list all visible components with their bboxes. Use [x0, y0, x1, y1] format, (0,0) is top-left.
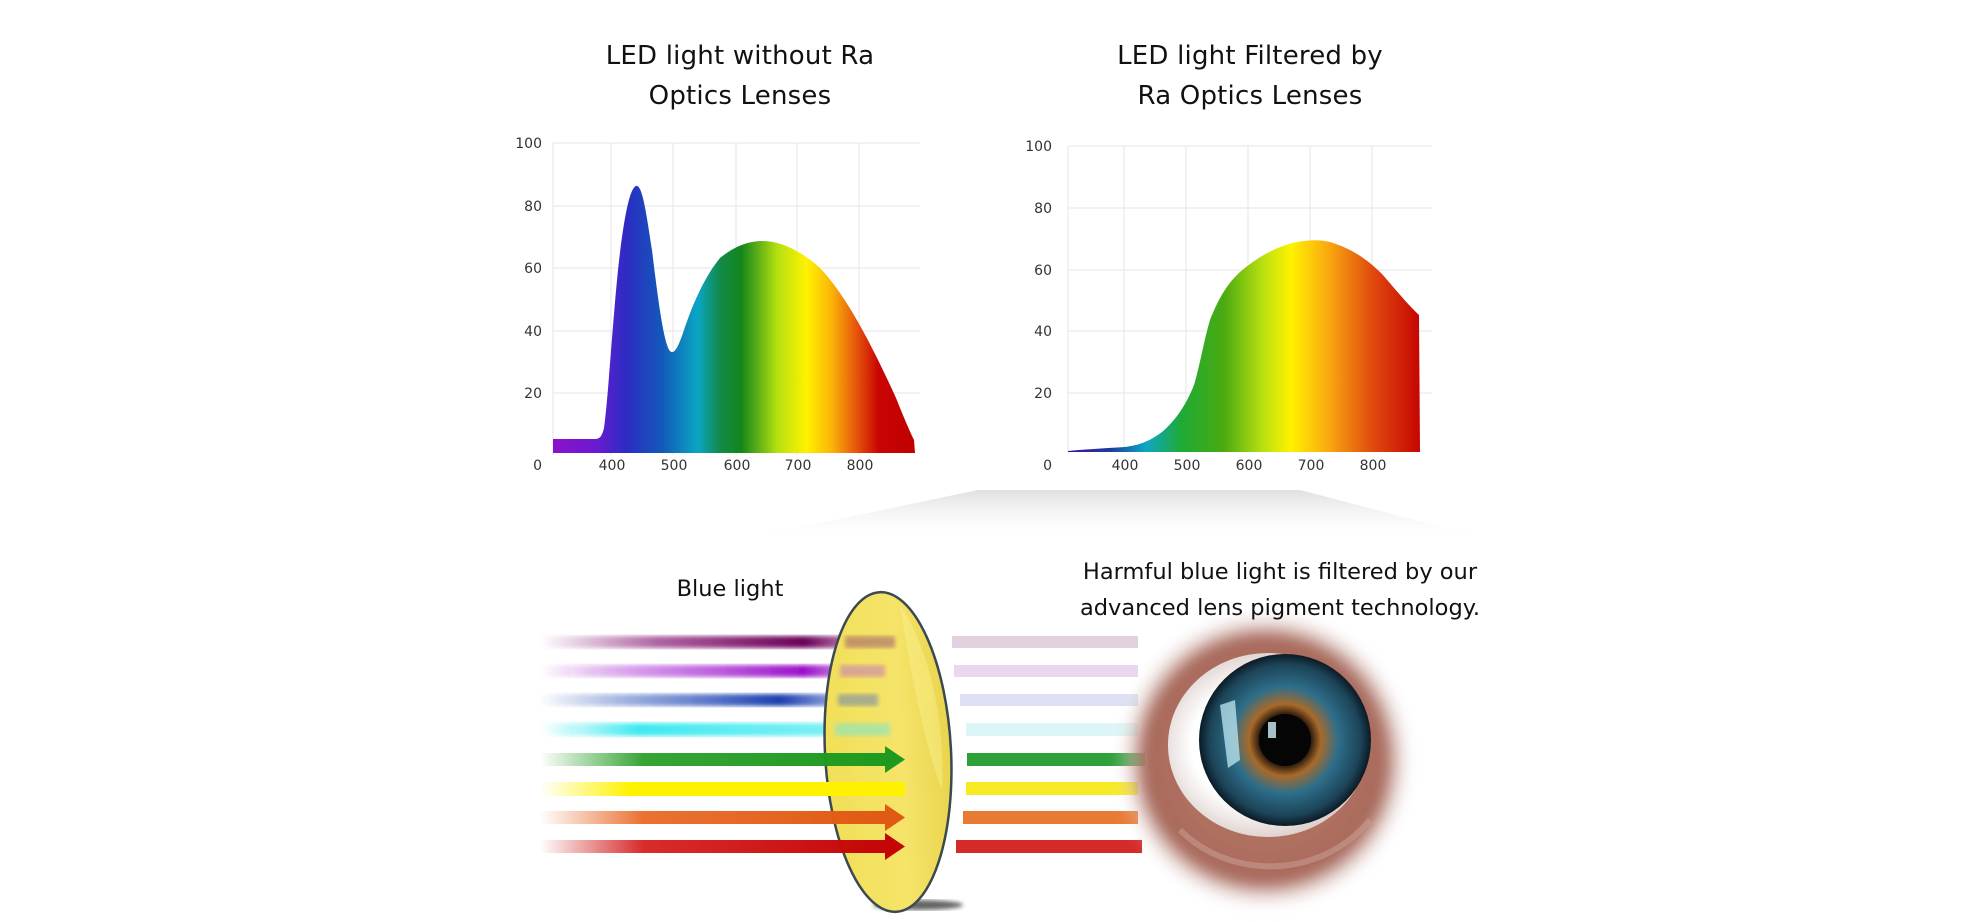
spotlight-backdrop [730, 490, 1500, 542]
svg-text:20: 20 [1034, 386, 1052, 402]
svg-text:80: 80 [524, 199, 542, 215]
arrow-orange [885, 804, 905, 831]
svg-text:60: 60 [524, 261, 542, 277]
svg-text:60: 60 [1034, 263, 1052, 279]
arrow-green [885, 746, 905, 773]
eye-reflection [1220, 700, 1240, 768]
beam-out-green [967, 753, 1145, 766]
left-chart-title: LED light without Ra Optics Lenses [545, 36, 935, 116]
beam-in-violet [540, 665, 870, 677]
svg-text:600: 600 [724, 458, 751, 474]
svg-text:400: 400 [1112, 458, 1139, 474]
svg-text:80: 80 [1034, 201, 1052, 217]
beam-in-violet-dark [540, 636, 870, 648]
svg-text:600: 600 [1236, 458, 1263, 474]
filter-caption-line1: Harmful blue light is filtered by our [1082, 559, 1478, 585]
filter-caption: Harmful blue light is filtered by our ad… [1040, 554, 1520, 626]
eye-image [1115, 608, 1415, 912]
beam-in-cyan [540, 723, 870, 736]
right-chart-grid [1067, 145, 1432, 452]
yellow-lens [823, 590, 953, 914]
beam-out-violet-dark [952, 636, 1138, 648]
svg-text:20: 20 [524, 386, 542, 402]
left-chart-title-line1: LED light without Ra [605, 41, 875, 71]
eye-lower-lid [1177, 818, 1373, 870]
right-chart-title-line2: Ra Optics Lenses [1137, 81, 1363, 111]
arrow-red [885, 833, 905, 860]
right-spectrum-area [1068, 240, 1420, 452]
beam-out-cyan [966, 723, 1138, 736]
svg-text:40: 40 [524, 324, 542, 340]
beam-out-yellow [966, 782, 1138, 795]
svg-text:700: 700 [785, 458, 812, 474]
beam-out-blue [960, 694, 1138, 706]
lens-highlight [900, 605, 943, 790]
beams-over-lens [835, 636, 895, 736]
beam-in-blue [540, 694, 860, 706]
beam-out-violet [954, 665, 1138, 677]
incoming-beams [540, 636, 870, 736]
svg-text:100: 100 [515, 136, 542, 152]
right-y-axis-labels: 100 80 60 40 20 0 [1025, 139, 1052, 474]
blue-light-label: Blue light [676, 576, 784, 602]
left-spectrum-area [553, 185, 915, 453]
left-x-axis-labels: 400 500 600 700 800 [599, 458, 874, 474]
beam-out-orange [963, 811, 1138, 824]
outgoing-beams [952, 636, 1145, 853]
beam-out-red [956, 840, 1142, 853]
filter-caption-line2: advanced lens pigment technology. [1079, 595, 1480, 621]
svg-text:400: 400 [599, 458, 626, 474]
svg-text:500: 500 [661, 458, 688, 474]
eye-pupil [1259, 714, 1311, 766]
eye-iris [1199, 654, 1371, 826]
svg-text:700: 700 [1298, 458, 1325, 474]
lens-shadow [873, 900, 963, 910]
eye-skin [1115, 608, 1415, 912]
svg-text:500: 500 [1174, 458, 1201, 474]
passing-beams [540, 746, 905, 860]
right-chart-title: LED light Filtered by Ra Optics Lenses [1055, 36, 1445, 116]
svg-text:800: 800 [1360, 458, 1387, 474]
svg-text:100: 100 [1025, 139, 1052, 155]
right-x-axis-labels: 400 500 600 700 800 [1112, 458, 1387, 474]
eye-sclera [1168, 653, 1368, 837]
left-chart-title-line2: Optics Lenses [648, 81, 832, 111]
svg-text:800: 800 [847, 458, 874, 474]
svg-text:0: 0 [1043, 458, 1052, 474]
svg-text:0: 0 [533, 458, 542, 474]
svg-text:40: 40 [1034, 324, 1052, 340]
left-y-axis-labels: 100 80 60 40 20 0 [515, 136, 542, 474]
left-chart-grid [552, 142, 920, 455]
right-chart-title-line1: LED light Filtered by [1117, 41, 1383, 71]
